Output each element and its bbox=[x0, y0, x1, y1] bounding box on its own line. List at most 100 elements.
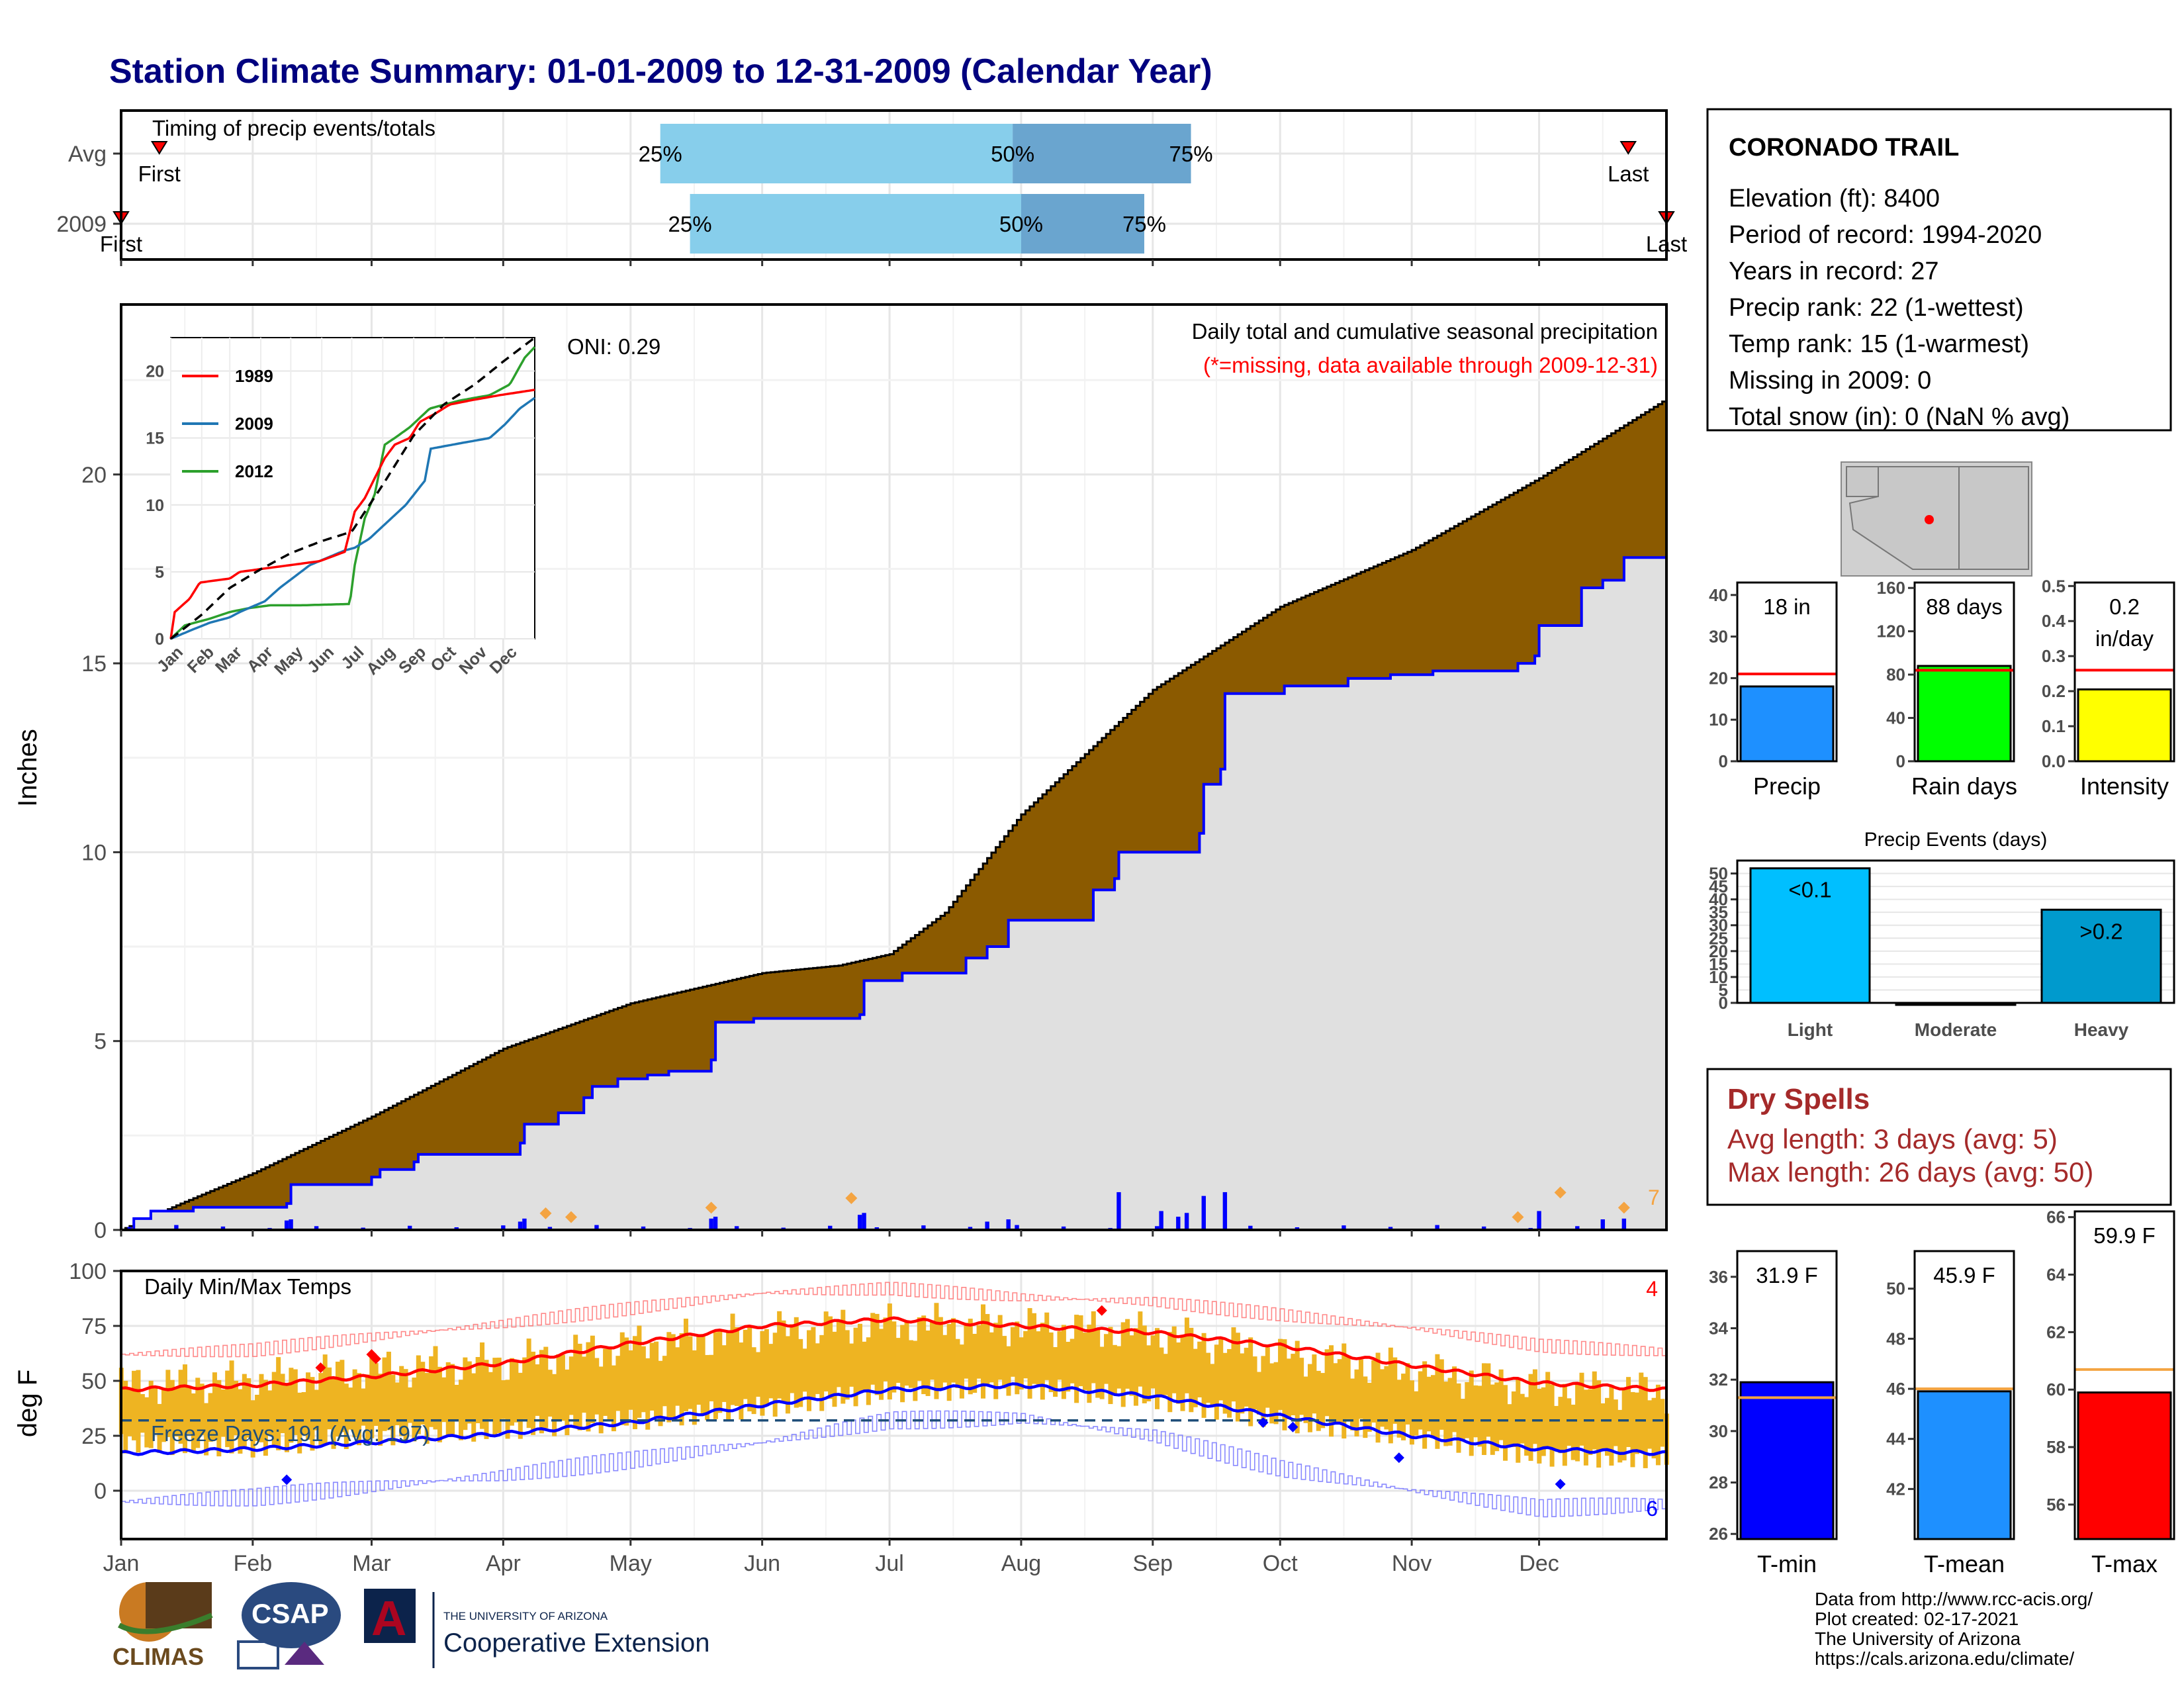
daily-temp-bar bbox=[1002, 1336, 1007, 1389]
daily-temp-bar bbox=[590, 1335, 595, 1423]
daily-temp-bar bbox=[310, 1377, 315, 1451]
daily-temp-bar bbox=[433, 1346, 438, 1430]
station-info-box: CORONADO TRAIL Elevation (ft): 8400 Peri… bbox=[1706, 108, 2172, 432]
daily-temp-bar bbox=[1189, 1327, 1194, 1413]
daily-temp-bar bbox=[327, 1367, 332, 1430]
month-label: Apr bbox=[486, 1551, 521, 1576]
daily-temp-bar bbox=[1481, 1363, 1486, 1455]
freeze-days-label: Freeze Days: 191 (Avg: 197) bbox=[151, 1421, 430, 1446]
summary-bars-top: 0 10 20 30 40 18 in Precip 0 40 80 120 160 88 days Ra… bbox=[1709, 576, 2175, 800]
daily-temp-bar bbox=[246, 1378, 251, 1438]
daily-temp-bar bbox=[509, 1358, 514, 1426]
average-line bbox=[169, 336, 536, 640]
daily-temp-bar bbox=[441, 1377, 447, 1423]
bar-y-tick: 32 bbox=[1709, 1370, 1728, 1389]
daily-precip-bar bbox=[921, 1225, 926, 1230]
credit-line: https://cals.arizona.edu/climate/ bbox=[1815, 1648, 2074, 1669]
daily-temp-bar bbox=[373, 1363, 379, 1427]
daily-precip-bar bbox=[1184, 1213, 1189, 1230]
daily-precip-bar bbox=[289, 1219, 293, 1230]
logos: CLIMAS CSAP A THE UNIVERSITY OF ARIZONA … bbox=[113, 1582, 709, 1670]
daily-precip-bar bbox=[709, 1218, 713, 1230]
quartile-label: 25% bbox=[668, 212, 712, 236]
record-low-marker bbox=[1257, 1417, 1269, 1429]
station-line: Period of record: 1994-2020 bbox=[1729, 221, 2042, 249]
daily-temp-bar bbox=[921, 1315, 927, 1395]
daily-temp-bar bbox=[420, 1362, 426, 1425]
daily-temp-bar bbox=[492, 1358, 498, 1435]
daily-temp-bar bbox=[454, 1384, 459, 1421]
daily-temp-bar bbox=[1570, 1404, 1576, 1460]
bar-y-tick: 58 bbox=[2046, 1437, 2066, 1457]
daily-precip-bar bbox=[857, 1215, 862, 1230]
events-y-tick: 30 bbox=[1709, 915, 1728, 935]
daily-temp-bar bbox=[997, 1315, 1003, 1380]
legend-label: 1989 bbox=[235, 366, 273, 386]
daily-temp-bar bbox=[1155, 1328, 1160, 1409]
daily-temp-bar bbox=[403, 1369, 408, 1441]
daily-temp-bar bbox=[841, 1309, 846, 1404]
daily-temp-bar bbox=[169, 1380, 175, 1456]
daily-temp-bar bbox=[908, 1340, 913, 1388]
daily-temp-bar bbox=[1409, 1380, 1414, 1445]
daily-temp-bar bbox=[250, 1400, 255, 1458]
daily-temp-bar bbox=[132, 1370, 137, 1440]
daily-temp-bar bbox=[751, 1347, 756, 1415]
station-name: CORONADO TRAIL bbox=[1729, 134, 1959, 162]
daily-temp-bar bbox=[560, 1354, 565, 1421]
daily-temp-bar bbox=[1435, 1354, 1440, 1449]
record-low-marker bbox=[1287, 1421, 1298, 1432]
daily-temp-bar bbox=[985, 1314, 990, 1386]
daily-temp-bar bbox=[1133, 1328, 1138, 1406]
daily-temp-bar bbox=[1494, 1382, 1500, 1452]
missing-count: 7 bbox=[1648, 1186, 1660, 1209]
daily-temp-bar bbox=[543, 1346, 549, 1429]
daily-temp-bar bbox=[322, 1354, 328, 1444]
daily-temp-bar bbox=[1193, 1348, 1198, 1407]
row-label: Avg bbox=[68, 142, 107, 167]
daily-temp-bar bbox=[157, 1403, 162, 1453]
daily-temp-bar bbox=[862, 1341, 867, 1390]
daily-temp-bar bbox=[857, 1323, 862, 1391]
daily-temp-bar bbox=[1269, 1363, 1275, 1424]
daily-temp-bar bbox=[1205, 1352, 1210, 1403]
daily-temp-bar bbox=[1218, 1336, 1224, 1401]
daily-temp-bar bbox=[772, 1333, 778, 1417]
daily-temp-bar bbox=[981, 1304, 986, 1399]
daily-precip-bar bbox=[1176, 1217, 1181, 1230]
bar-y-tick: 0.5 bbox=[2042, 576, 2066, 596]
daily-temp-bar bbox=[127, 1388, 132, 1436]
events-y-tick: 35 bbox=[1709, 902, 1728, 922]
daily-temp-bar bbox=[649, 1342, 655, 1411]
daily-temp-bar bbox=[917, 1317, 922, 1381]
y-axis-label: deg F bbox=[13, 1370, 42, 1437]
month-label: Sep bbox=[1133, 1551, 1173, 1576]
summary-bar bbox=[1917, 1390, 2012, 1540]
series-line-2009 bbox=[170, 397, 536, 640]
daily-temp-bar bbox=[654, 1341, 659, 1417]
month-axis: Jan Feb Mar Apr May Jun Jul Aug Sep Oct Nov Dec bbox=[103, 1551, 1559, 1576]
daily-temp-bar bbox=[1558, 1397, 1563, 1454]
daily-temp-bar bbox=[1074, 1315, 1079, 1403]
daily-temp-bar bbox=[696, 1336, 702, 1405]
temperature-panel: Daily Min/Max Temps Freeze Days: 191 (Avg… bbox=[13, 1259, 1669, 1546]
events-y-tick: 45 bbox=[1709, 876, 1728, 896]
daily-temp-bar bbox=[1040, 1323, 1045, 1400]
daily-temp-bar bbox=[343, 1383, 349, 1450]
daily-temp-bar bbox=[964, 1323, 969, 1379]
daily-temp-bar bbox=[895, 1338, 901, 1383]
daily-temp-bar bbox=[968, 1319, 973, 1395]
daily-temp-bar bbox=[1422, 1361, 1428, 1449]
month-label: Mar bbox=[352, 1551, 391, 1576]
daily-temp-bar bbox=[1392, 1357, 1398, 1424]
daily-temp-bar bbox=[823, 1311, 829, 1392]
daily-temp-bar bbox=[220, 1389, 226, 1437]
bar-y-tick: 0 bbox=[1719, 751, 1728, 771]
daily-temp-bar bbox=[1490, 1384, 1495, 1455]
daily-temp-bar bbox=[1099, 1346, 1105, 1399]
daily-precip-bar bbox=[862, 1213, 866, 1230]
daily-temp-bar bbox=[658, 1360, 663, 1427]
daily-temp-bar bbox=[1596, 1380, 1602, 1468]
daily-temp-bar bbox=[615, 1356, 621, 1411]
daily-precip-bar bbox=[127, 1227, 132, 1230]
